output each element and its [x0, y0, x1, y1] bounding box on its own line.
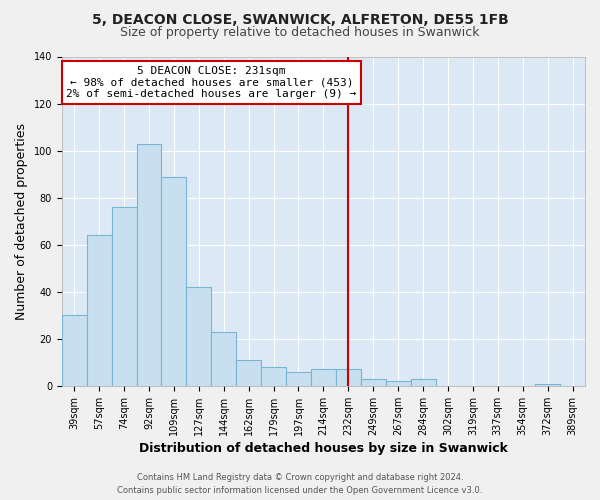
Text: 5, DEACON CLOSE, SWANWICK, ALFRETON, DE55 1FB: 5, DEACON CLOSE, SWANWICK, ALFRETON, DE5…: [92, 12, 508, 26]
Bar: [311, 370, 336, 386]
Text: Contains HM Land Registry data © Crown copyright and database right 2024.
Contai: Contains HM Land Registry data © Crown c…: [118, 474, 482, 495]
Bar: [137, 144, 161, 386]
Bar: [410, 379, 436, 386]
Bar: [187, 287, 211, 386]
Bar: [286, 372, 311, 386]
Bar: [62, 316, 86, 386]
Bar: [86, 236, 112, 386]
Bar: [535, 384, 560, 386]
Bar: [261, 367, 286, 386]
Bar: [361, 379, 386, 386]
Y-axis label: Number of detached properties: Number of detached properties: [15, 122, 28, 320]
Bar: [161, 176, 187, 386]
Bar: [236, 360, 261, 386]
Bar: [112, 207, 137, 386]
Bar: [386, 382, 410, 386]
Text: Size of property relative to detached houses in Swanwick: Size of property relative to detached ho…: [120, 26, 480, 39]
Bar: [211, 332, 236, 386]
Bar: [336, 370, 361, 386]
Text: 5 DEACON CLOSE: 231sqm
← 98% of detached houses are smaller (453)
2% of semi-det: 5 DEACON CLOSE: 231sqm ← 98% of detached…: [66, 66, 356, 99]
X-axis label: Distribution of detached houses by size in Swanwick: Distribution of detached houses by size …: [139, 442, 508, 455]
